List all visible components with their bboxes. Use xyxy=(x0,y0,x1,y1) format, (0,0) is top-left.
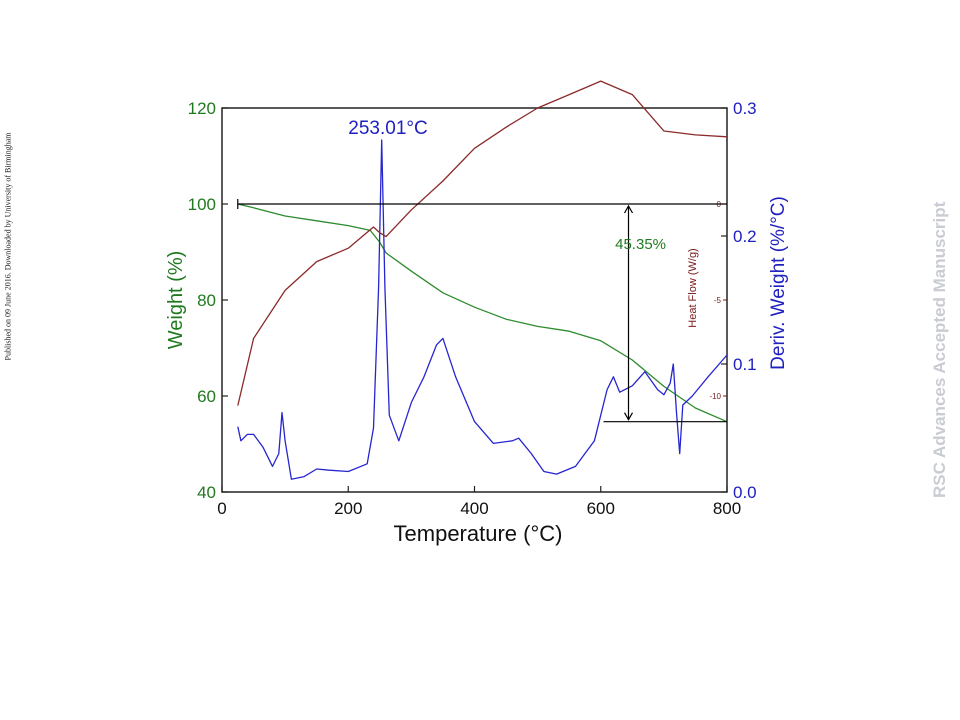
weight-curve xyxy=(237,203,728,423)
heat-flow-axis-label: Heat Flow (W/g) xyxy=(687,248,699,327)
mass-loss-label: 45.35% xyxy=(615,236,666,253)
y-left-tick-label: 100 xyxy=(188,195,216,214)
mass-loss-arrow-head-down xyxy=(623,412,634,421)
y-left-tick-label: 60 xyxy=(197,387,216,406)
deriv-weight-curve xyxy=(237,139,728,480)
y-left-tick-label: 80 xyxy=(197,291,216,310)
y-axis-right-label: Deriv. Weight (%/°C) xyxy=(768,196,789,370)
y-right-tick-label: 0.0 xyxy=(733,483,757,502)
y-right-tick-label: 0.3 xyxy=(733,99,757,118)
x-tick-label: 800 xyxy=(713,499,741,518)
heat-flow-curve xyxy=(237,80,728,406)
y-right-tick-label: 0.2 xyxy=(733,227,757,246)
x-tick-label: 400 xyxy=(460,499,488,518)
mass-loss-arrow-head-up xyxy=(623,204,634,214)
peak-label: 253.01°C xyxy=(348,118,427,139)
y-right-tick-label: 0.1 xyxy=(733,355,757,374)
x-tick-label: 0 xyxy=(217,499,226,518)
heat-flow-tick-label: -5 xyxy=(714,296,722,305)
y-left-tick-label: 40 xyxy=(197,483,216,502)
plot-frame xyxy=(221,107,728,493)
heat-flow-tick-label: -10 xyxy=(709,392,721,401)
series-group xyxy=(237,80,728,480)
annotation-group xyxy=(237,199,727,423)
y-left-tick-label: 120 xyxy=(188,99,216,118)
x-tick-label: 200 xyxy=(334,499,362,518)
tick-group: 02004006008004060801001200.00.10.20.30-5… xyxy=(188,99,757,518)
x-axis-label: Temperature (°C) xyxy=(394,521,563,546)
y-axis-left-label: Weight (%) xyxy=(165,251,187,350)
x-tick-label: 600 xyxy=(587,499,615,518)
